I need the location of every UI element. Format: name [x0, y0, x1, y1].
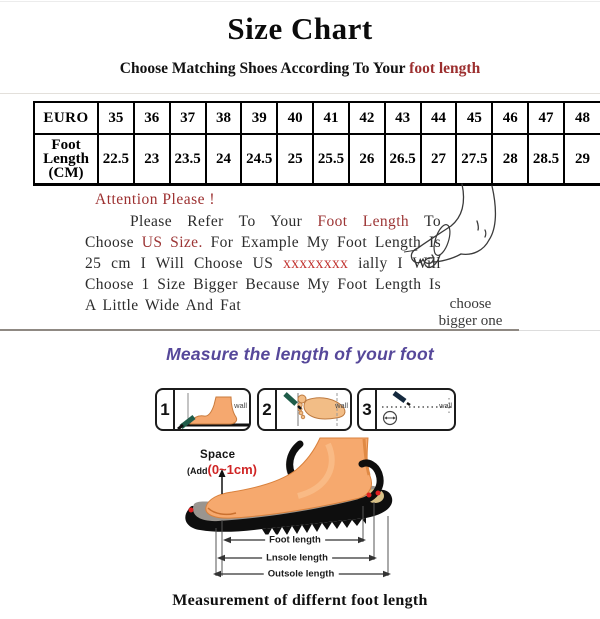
step-1-number: 1 — [157, 390, 175, 429]
foot-length-cell: 26.5 — [383, 133, 422, 186]
foot-against-wall-icon — [177, 393, 249, 429]
euro-size-cell: 44 — [419, 101, 457, 135]
foot-with-measuring-tape-icon — [404, 183, 497, 269]
outsole-shape — [185, 489, 393, 532]
foot-length-cell: 23.5 — [168, 133, 207, 186]
space-note-prefix: (Add — [187, 466, 208, 476]
wall-label: wall — [439, 401, 452, 410]
space-note: (Add(0~1cm) — [187, 461, 257, 479]
heel-marker-dot — [375, 490, 381, 496]
foot-length-cell: 24.5 — [240, 133, 278, 186]
space-note-value: (0~1cm) — [207, 462, 258, 477]
measure-step-2: 2 wall — [257, 388, 352, 431]
attention-text: Please Refer To Your — [130, 213, 318, 230]
measure-step-3: 3 wall — [357, 388, 456, 431]
shoe-cross-section-icon — [185, 437, 393, 578]
foot-length-diagram: Space (Add(0~1cm) Foot length Lnsole len… — [178, 436, 418, 588]
attention-text-foot-length: Foot Length — [317, 213, 410, 230]
step-2-number: 2 — [259, 390, 277, 429]
space-arrow-icon — [218, 469, 226, 477]
attention-paragraph: Please Refer To Your Foot Length To Choo… — [85, 211, 441, 316]
attention-text: To Choose — [85, 213, 441, 251]
measure-section-heading: Measure the length of your foot — [166, 344, 434, 364]
foot-length-cell: 23 — [132, 133, 171, 186]
euro-size-cell: 41 — [312, 101, 350, 135]
subtitle-highlight: foot length — [409, 60, 481, 77]
size-table: EURO 35 36 37 38 39 40 41 42 43 44 45 46… — [33, 101, 600, 186]
euro-size-cell: 46 — [491, 101, 529, 135]
attention-heading: Attention Please ! — [95, 191, 216, 208]
step-1-illustration: wall — [175, 390, 249, 429]
page-title: Size Chart — [227, 11, 373, 46]
wall-label: wall — [335, 401, 348, 410]
euro-size-cell: 42 — [347, 101, 386, 135]
top-edge-line — [0, 1, 600, 2]
euro-size-cell: 43 — [383, 101, 422, 135]
step-3-illustration: wall — [377, 390, 454, 429]
measure-distance-icon — [382, 390, 453, 426]
euro-size-cell: 47 — [527, 101, 565, 135]
footprint-marking-icon — [283, 392, 346, 426]
euro-size-cell: 37 — [168, 101, 207, 135]
bottom-caption: Measurement of differnt foot length — [172, 592, 428, 609]
wall-label: wall — [234, 401, 247, 410]
measure-step-1: 1 wall — [155, 388, 251, 431]
euro-size-cell: 45 — [455, 101, 493, 135]
foot-length-cell: 22.5 — [97, 133, 135, 186]
subtitle-prefix: Choose Matching Shoes According To Your — [119, 60, 410, 77]
foot-length-arrow-label: Foot length — [265, 534, 325, 546]
step-3-number: 3 — [359, 390, 377, 429]
heel-counter-shape — [356, 459, 384, 506]
attention-text: For Example My Foot Length Is 25 cm I Wi… — [85, 234, 441, 272]
divider-under-subtitle — [0, 93, 600, 94]
euro-row-header: EURO — [33, 101, 99, 135]
section-divider-light — [519, 330, 600, 331]
foot-length-cell: 25.5 — [312, 133, 350, 186]
choose-note-line2: bigger one — [438, 313, 503, 329]
outsole-length-arrow-label: Outsole length — [263, 568, 339, 580]
euro-size-cell: 35 — [97, 101, 135, 135]
foot-length-cell: 29 — [562, 133, 600, 186]
toe-marker-dot — [188, 507, 194, 513]
attention-text: ially I Will Choose 1 Size Bigger Becaus… — [85, 255, 441, 314]
section-divider — [0, 329, 519, 331]
euro-size-cell: 36 — [132, 101, 171, 135]
attention-text-redacted: xxxxxxxx — [283, 255, 349, 272]
foot-length-cell: 27.5 — [455, 133, 493, 186]
foot-length-cell: 28.5 — [527, 133, 565, 186]
heel-marker-dot — [366, 492, 372, 498]
foot-length-cell: 26 — [347, 133, 386, 186]
subtitle: Choose Matching Shoes According To Your … — [0, 60, 600, 78]
insole-length-arrow-label: Lnsole length — [262, 552, 332, 564]
step-2-illustration: wall — [277, 390, 350, 429]
foot-length-cell: 24 — [204, 133, 242, 186]
euro-size-cell: 39 — [240, 101, 278, 135]
table-row-foot-length: Foot Length (CM) 22.5 23 23.5 24 24.5 25… — [33, 133, 600, 186]
attention-text-us-size: US Size. — [141, 234, 203, 251]
tread-teeth-shape — [262, 518, 366, 537]
foot-length-row-header: Foot Length (CM) — [33, 133, 99, 186]
euro-size-cell: 48 — [562, 101, 600, 135]
euro-size-cell: 40 — [276, 101, 314, 135]
foot-length-cell: 25 — [276, 133, 314, 186]
table-row-euro: EURO 35 36 37 38 39 40 41 42 43 44 45 46… — [33, 101, 600, 135]
foot-length-cell: 27 — [419, 133, 457, 186]
space-label: Space — [200, 449, 236, 461]
choose-bigger-note: choose bigger one — [408, 296, 533, 330]
euro-size-cell: 38 — [204, 101, 242, 135]
foot-length-cell: 28 — [491, 133, 529, 186]
choose-note-line1: choose — [449, 296, 492, 312]
